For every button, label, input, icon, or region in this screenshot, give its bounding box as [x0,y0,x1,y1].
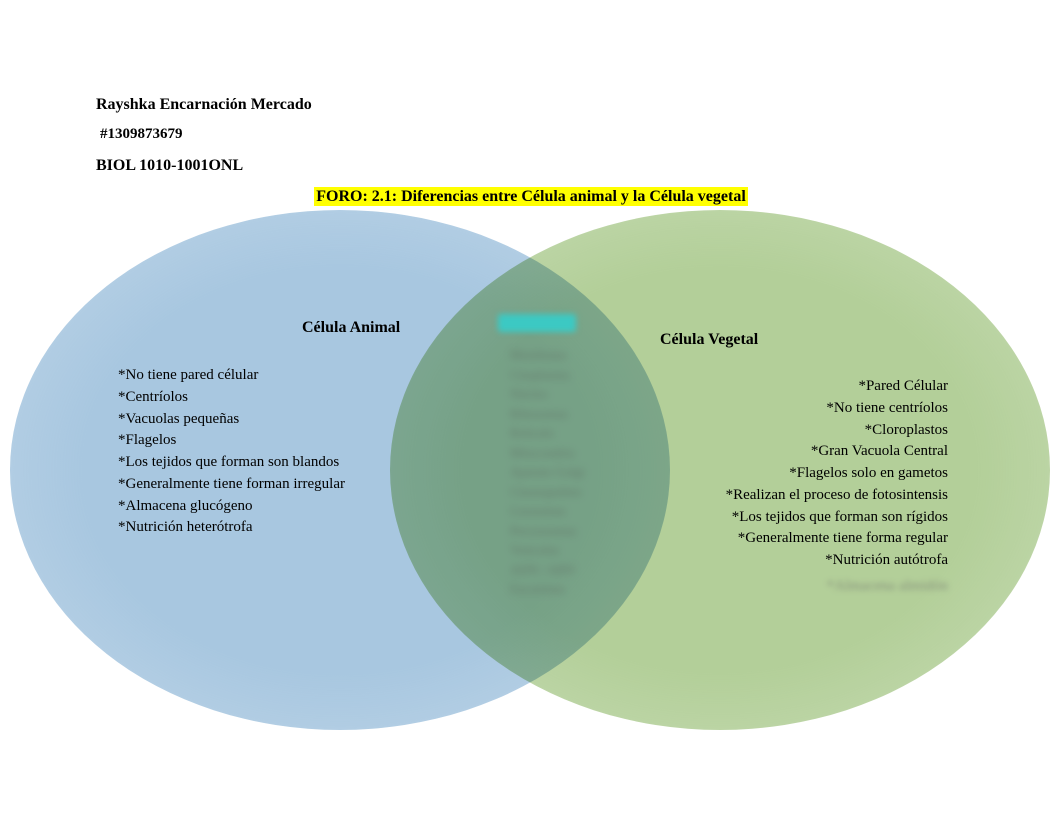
venn-middle-highlight [498,314,576,332]
list-item: *No tiene pared célular [118,365,378,387]
list-item: *Gran Vacuola Central [688,441,948,463]
list-item: *Realizan el proceso de fotosintensis [688,485,948,507]
student-name: Rayshka Encarnación Mercado [96,96,312,114]
title-wrap: FORO: 2.1: Diferencias entre Célula anim… [0,188,1062,206]
venn-middle-blurred-list: Membrana Citoplasma Núcleo Ribosomas Ret… [510,345,590,645]
list-item: Citoesqueleto [510,482,590,502]
venn-label-right: Célula Vegetal [660,331,758,349]
list-item: Membrana [510,345,590,365]
page-title: FORO: 2.1: Diferencias entre Célula anim… [314,187,748,206]
venn-list-left: *No tiene pared célular *Centríolos *Vac… [118,365,378,539]
venn-right-blurred-extra: *Almacena almidón [827,578,948,595]
list-item: *Los tejidos que forman son rígidos [688,507,948,529]
list-item: *Nutrición heterótrofa [118,517,378,539]
list-item: ADN / ARN [510,560,590,580]
list-item: Peroxisomas [510,521,590,541]
list-item: *Generalmente tiene forma regular [688,528,948,550]
list-item: *Centríolos [118,387,378,409]
list-item: *Pared Célular [688,376,948,398]
course-code: BIOL 1010-1001ONL [96,157,312,175]
list-item: Ribosomas [510,404,590,424]
list-item: *Generalmente tiene forman irregular [118,474,378,496]
list-item: *Cloroplastos [688,420,948,442]
list-item: Aparato Golgi [510,462,590,482]
list-item: Retículo [510,423,590,443]
list-item: Mitocondria [510,443,590,463]
venn-list-right: *Pared Célular *No tiene centríolos *Clo… [688,376,948,572]
list-item: Lisosomas [510,501,590,521]
list-item: *No tiene centríolos [688,398,948,420]
list-item: *Flagelos solo en gametos [688,463,948,485]
list-item: Eucariotas [510,579,590,599]
list-item: *Flagelos [118,430,378,452]
list-item: *Almacena glucógeno [118,496,378,518]
list-item: Núcleo [510,384,590,404]
list-item: Vesículas [510,540,590,560]
list-item: Citoplasma [510,365,590,385]
list-item: *Los tejidos que forman son blandos [118,452,378,474]
header-block: Rayshka Encarnación Mercado #1309873679 … [96,96,312,175]
venn-label-left: Célula Animal [302,319,400,337]
student-id: #1309873679 [100,126,312,143]
list-item: *Nutrición autótrofa [688,550,948,572]
list-item: *Vacuolas pequeñas [118,409,378,431]
